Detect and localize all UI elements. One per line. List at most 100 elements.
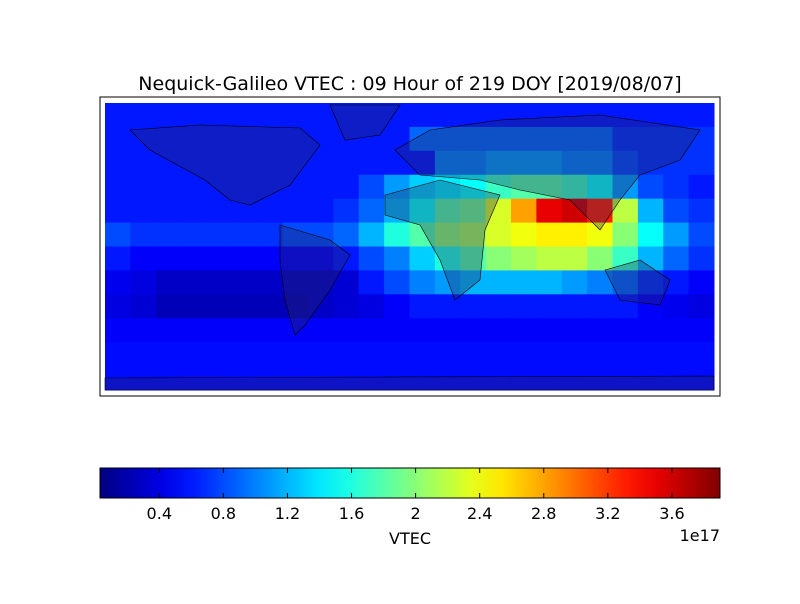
- cell: [612, 174, 639, 200]
- cell: [587, 150, 613, 176]
- cell: [257, 270, 284, 295]
- cell: [587, 318, 613, 343]
- cell: [206, 366, 233, 391]
- colorbar-tick-label: 1.6: [339, 504, 364, 523]
- cell: [358, 342, 385, 367]
- cell: [460, 126, 487, 152]
- cell: [105, 103, 131, 128]
- cell: [663, 222, 690, 247]
- cell: [105, 198, 131, 224]
- cell: [511, 294, 537, 319]
- cell: [333, 222, 360, 247]
- cell: [282, 270, 309, 295]
- cell: [130, 198, 157, 224]
- cell: [612, 222, 639, 247]
- cell: [536, 174, 563, 200]
- cell: [384, 294, 410, 319]
- cell: [688, 150, 715, 176]
- cell: [257, 294, 284, 319]
- cell: [130, 366, 157, 391]
- cell: [561, 198, 588, 224]
- cell: [434, 126, 461, 152]
- cell: [181, 103, 207, 128]
- cell: [333, 150, 360, 176]
- cell: [155, 103, 182, 128]
- cell: [333, 366, 360, 391]
- cell: [206, 294, 233, 319]
- colorbar: [99, 467, 721, 499]
- cell: [409, 294, 436, 319]
- cell: [308, 103, 334, 128]
- cell: [485, 126, 512, 152]
- cell: [434, 222, 461, 247]
- cell: [206, 270, 233, 295]
- colorbar-tick-label: 1.2: [275, 504, 300, 523]
- cell: [130, 342, 157, 367]
- cell: [663, 366, 690, 391]
- cell: [282, 198, 309, 224]
- cell: [155, 126, 182, 152]
- cell: [358, 174, 385, 200]
- cell: [181, 222, 207, 247]
- cell: [511, 342, 537, 367]
- cell: [561, 150, 588, 176]
- cell: [409, 246, 436, 271]
- cell: [181, 150, 207, 176]
- cell: [231, 294, 258, 319]
- cell: [358, 103, 385, 128]
- cell: [181, 270, 207, 295]
- cell: [663, 126, 690, 152]
- cell: [308, 198, 334, 224]
- cell: [155, 342, 182, 367]
- cell: [511, 270, 537, 295]
- cell: [130, 246, 157, 271]
- cell: [231, 150, 258, 176]
- cell: [333, 318, 360, 343]
- colorbar-tick-label: 3.6: [659, 504, 684, 523]
- cell: [181, 318, 207, 343]
- cell: [206, 103, 233, 128]
- cell: [155, 198, 182, 224]
- cell: [536, 150, 563, 176]
- cell: [536, 126, 563, 152]
- cell: [105, 126, 131, 152]
- cell: [257, 222, 284, 247]
- colorbar-ticks: 0.4 0.8 1.2 1.6 2 2.4 2.8 3.2 3.6: [147, 468, 685, 523]
- cell: [257, 198, 284, 224]
- cell: [105, 294, 131, 319]
- cell: [282, 174, 309, 200]
- cell: [511, 126, 537, 152]
- cell: [206, 342, 233, 367]
- cell: [206, 222, 233, 247]
- cell: [688, 342, 715, 367]
- cell: [409, 366, 436, 391]
- cell: [587, 174, 613, 200]
- cell: [434, 174, 461, 200]
- cell: [561, 318, 588, 343]
- cell: [130, 150, 157, 176]
- cell: [206, 318, 233, 343]
- cell: [637, 246, 664, 271]
- cell: [231, 342, 258, 367]
- cell: [282, 103, 309, 128]
- cell: [587, 246, 613, 271]
- cell: [155, 222, 182, 247]
- cell: [612, 126, 639, 152]
- cell: [485, 246, 512, 271]
- cell: [536, 198, 563, 224]
- cell: [105, 222, 131, 247]
- cell: [206, 174, 233, 200]
- cell: [257, 342, 284, 367]
- cell: [612, 318, 639, 343]
- cell: [155, 174, 182, 200]
- cell: [460, 103, 487, 128]
- cell: [384, 174, 410, 200]
- cell: [637, 342, 664, 367]
- cell: [358, 198, 385, 224]
- cell: [282, 246, 309, 271]
- cell: [409, 270, 436, 295]
- cell: [282, 222, 309, 247]
- cell: [536, 222, 563, 247]
- cell: [231, 126, 258, 152]
- cell: [485, 294, 512, 319]
